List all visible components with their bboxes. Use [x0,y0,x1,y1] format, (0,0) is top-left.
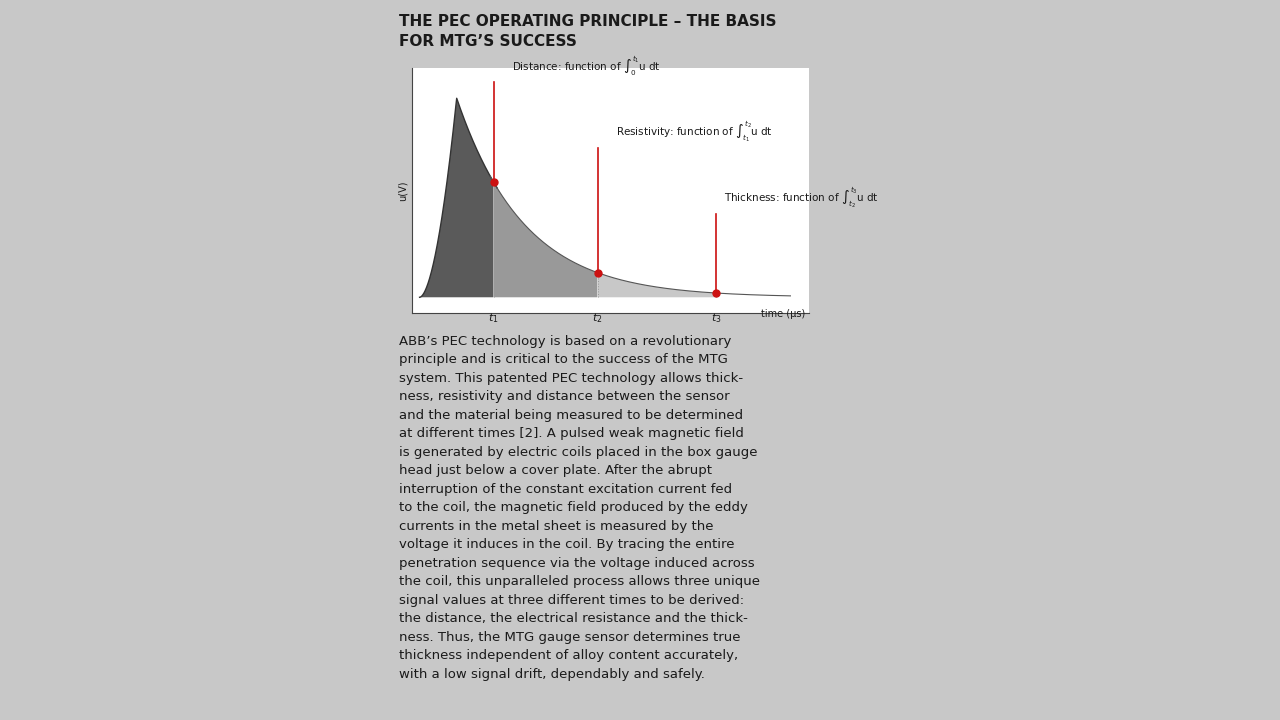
Y-axis label: u(V): u(V) [398,181,408,201]
Text: $t_3$: $t_3$ [710,311,722,325]
Text: time (μs): time (μs) [762,309,805,319]
Text: ABB’s PEC technology is based on a revolutionary
principle and is critical to th: ABB’s PEC technology is based on a revol… [399,335,760,681]
Text: THE PEC OPERATING PRINCIPLE – THE BASIS
FOR MTG’S SUCCESS: THE PEC OPERATING PRINCIPLE – THE BASIS … [399,14,777,49]
Text: Thickness: function of $\int_{t_2}^{t_3}$u dt: Thickness: function of $\int_{t_2}^{t_3}… [723,185,878,210]
Text: $t_2$: $t_2$ [593,311,603,325]
Text: Resistivity: function of $\int_{t_1}^{t_2}$u dt: Resistivity: function of $\int_{t_1}^{t_… [616,120,773,144]
Text: Distance: function of $\int_0^{t_1}$u dt: Distance: function of $\int_0^{t_1}$u dt [512,55,660,78]
Text: $t_1$: $t_1$ [489,311,499,325]
